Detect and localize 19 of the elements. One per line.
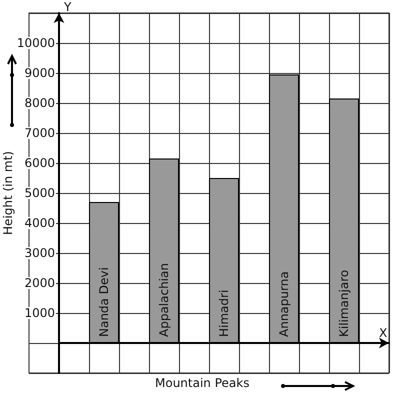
y-tick-label: 2000 — [24, 276, 55, 290]
x-tick-label: Himadri — [217, 290, 231, 337]
x-tick-label: Nanda Devi — [97, 267, 111, 337]
y-tick-label: 10000 — [16, 36, 55, 50]
y-tick-label: 3000 — [24, 246, 55, 260]
y-tick-label: 8000 — [24, 96, 55, 110]
x-tick-label: Annapurna — [277, 271, 291, 337]
y-tick-label: 1000 — [24, 306, 55, 320]
annotation: Y — [63, 0, 72, 14]
x-tick-label: Appalachian — [157, 263, 171, 337]
y-tick-label: 9000 — [24, 66, 55, 80]
x-tick-label: Kilimanjaro — [337, 270, 351, 337]
y-tick-label: 7000 — [24, 126, 55, 140]
annotation: X — [379, 326, 388, 340]
y-tick-label: 4000 — [24, 216, 55, 230]
y-tick-label: 6000 — [24, 156, 55, 170]
y-tick-label: 5000 — [24, 186, 55, 200]
x-axis-title: Mountain Peaks — [155, 376, 250, 390]
y-axis-title: Height (in mt) — [1, 151, 15, 235]
